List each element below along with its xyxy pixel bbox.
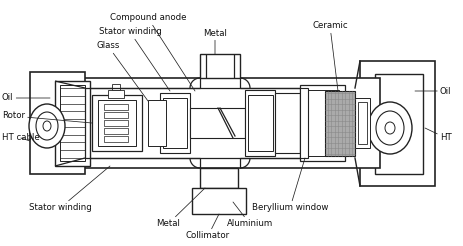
Ellipse shape (367, 102, 411, 154)
Ellipse shape (29, 104, 65, 148)
Bar (354, 98, 369, 148)
Bar (324, 91, 354, 156)
Text: Metal: Metal (156, 188, 205, 229)
Ellipse shape (375, 111, 403, 145)
Bar (104, 112, 128, 118)
Bar (160, 93, 189, 153)
Bar (189, 108, 244, 138)
Text: HT cable: HT cable (2, 134, 40, 142)
Bar (104, 120, 128, 126)
Bar (85, 88, 324, 158)
Bar (200, 54, 239, 78)
Bar (304, 90, 338, 156)
Bar (104, 128, 128, 134)
Bar (300, 88, 307, 158)
Bar (374, 74, 422, 174)
Text: Collimator: Collimator (186, 214, 230, 241)
Bar (300, 85, 344, 161)
Text: Stator winding: Stator winding (99, 28, 169, 91)
Ellipse shape (43, 121, 51, 131)
Ellipse shape (36, 112, 58, 140)
Text: Stator winding: Stator winding (29, 166, 110, 213)
Text: Oil: Oil (2, 93, 50, 103)
Bar (163, 98, 187, 148)
Bar (112, 84, 120, 90)
Bar (104, 136, 128, 142)
Bar (247, 95, 272, 151)
Bar (200, 168, 238, 188)
Bar (108, 90, 124, 98)
Bar (55, 81, 90, 166)
Bar (359, 61, 434, 186)
Ellipse shape (384, 122, 394, 134)
Text: Compound anode: Compound anode (110, 14, 194, 91)
Bar (92, 95, 142, 151)
Bar (30, 72, 85, 174)
Bar (60, 85, 85, 161)
Text: Beryllium window: Beryllium window (251, 158, 327, 213)
Bar (148, 100, 166, 146)
Bar (98, 100, 136, 146)
Bar (50, 78, 379, 168)
Text: Ceramic: Ceramic (312, 21, 347, 91)
Text: Rotor: Rotor (2, 111, 92, 123)
Text: Glass: Glass (96, 42, 148, 101)
Bar (104, 104, 128, 110)
Bar (192, 188, 245, 214)
Text: HT: HT (424, 128, 451, 142)
Text: Metal: Metal (203, 29, 226, 54)
Bar (357, 102, 366, 144)
Text: Oil: Oil (414, 87, 450, 95)
Text: Aluminium: Aluminium (226, 202, 273, 229)
Bar (244, 90, 275, 156)
Bar (275, 93, 300, 153)
